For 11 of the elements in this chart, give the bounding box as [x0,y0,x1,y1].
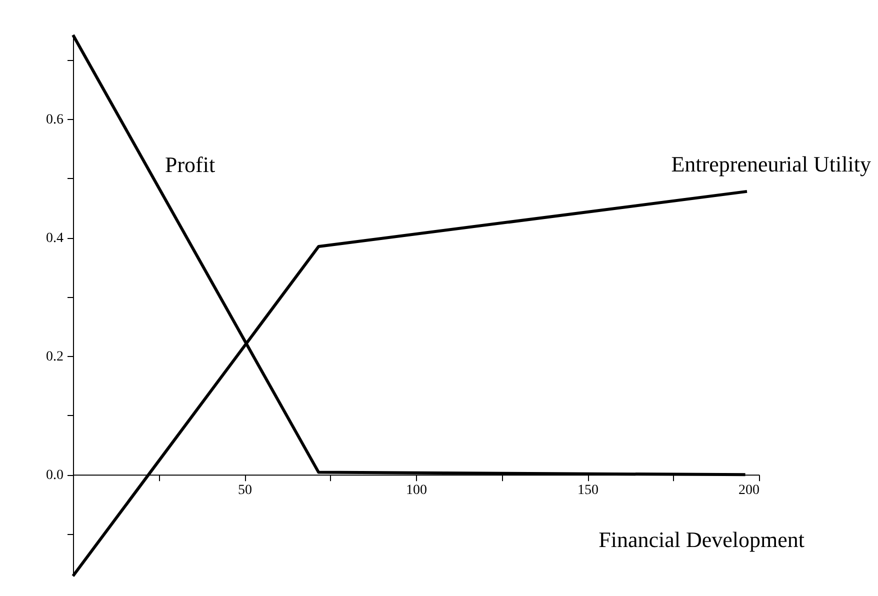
y-tick-label: 0.0 [46,468,64,484]
x-tick-label: 100 [406,483,427,498]
x-tick-label: 150 [578,483,598,498]
y-tick-label: 0.4 [46,231,64,246]
y-tick-label: 0.6 [46,112,64,128]
series-label: Profit [165,152,216,177]
x-tick-label: 50 [238,483,252,498]
x-tick-label: 200 [738,483,760,498]
series-label: Entrepreneurial Utility [671,151,871,176]
y-tick-label: 0.2 [46,350,64,365]
x-axis-title: Financial Development [598,527,804,552]
